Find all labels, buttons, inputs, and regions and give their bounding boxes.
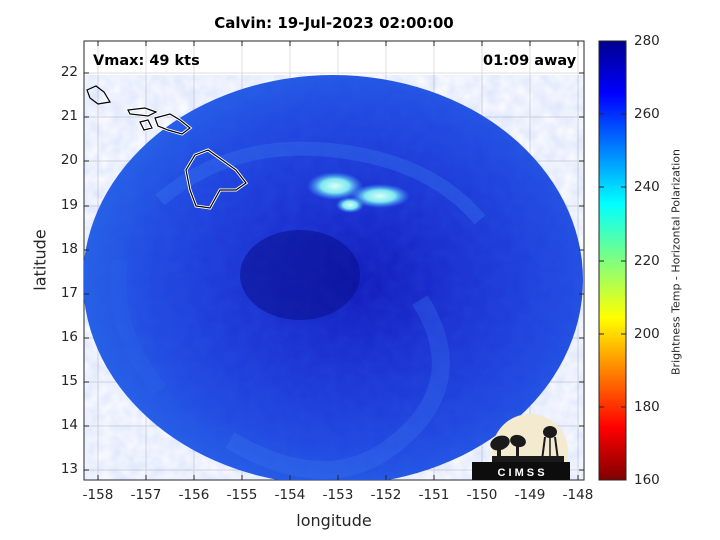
colorbar-tick-marks <box>599 40 626 481</box>
x-tick-label: -155 <box>226 487 258 503</box>
y-tick-label: 14 <box>60 417 78 433</box>
cold-cloud-patch <box>350 184 410 208</box>
x-tick-label: -151 <box>418 487 450 503</box>
y-tick-label: 21 <box>60 108 78 124</box>
x-tick-label: -150 <box>466 487 498 503</box>
colorbar-tick-label: 220 <box>634 253 660 269</box>
x-tick-label: -154 <box>274 487 306 503</box>
y-tick-label: 22 <box>60 64 78 80</box>
cold-cloud-patch <box>336 197 364 213</box>
vmax-annotation: Vmax: 49 kts <box>93 53 200 69</box>
axis-tick-marks <box>84 41 584 480</box>
x-tick-label: -152 <box>370 487 402 503</box>
y-tick-label: 17 <box>60 285 78 301</box>
colorbar-tick-label: 240 <box>634 179 660 195</box>
time-away-annotation: 01:09 away <box>483 53 577 69</box>
plot-title: Calvin: 19-Jul-2023 02:00:00 <box>214 14 454 32</box>
y-tick-label: 20 <box>60 152 78 168</box>
x-tick-label: -153 <box>322 487 354 503</box>
cold-cloud-patch <box>307 172 363 200</box>
colorbar-label: Brightness Temp - Horizontal Polarizatio… <box>669 149 683 375</box>
x-tick-label: -156 <box>178 487 210 503</box>
y-axis-label: latitude <box>30 229 50 291</box>
y-tick-label: 19 <box>60 197 78 213</box>
y-tick-label: 16 <box>60 329 78 345</box>
x-tick-label: -158 <box>82 487 114 503</box>
y-tick-label: 15 <box>60 373 78 389</box>
colorbar-tick-label: 200 <box>634 326 660 342</box>
logo-text: C I M S S <box>497 467 544 479</box>
x-tick-label: -148 <box>562 487 594 503</box>
x-tick-label: -157 <box>130 487 162 503</box>
cimss-logo: C I M S S <box>472 414 570 480</box>
y-tick-label: 18 <box>60 241 78 257</box>
colorbar-tick-label: 260 <box>634 106 660 122</box>
colorbar-tick-label: 280 <box>634 33 660 49</box>
coastlines-outline <box>86 85 247 209</box>
y-tick-label: 13 <box>60 461 78 477</box>
colorbar-tick-label: 160 <box>634 472 660 488</box>
colorbar-tick-label: 180 <box>634 399 660 415</box>
oahu-coastline <box>86 85 111 105</box>
x-tick-label: -149 <box>514 487 546 503</box>
x-axis-label: longitude <box>296 511 372 530</box>
brightness-temp-swath <box>84 75 583 480</box>
